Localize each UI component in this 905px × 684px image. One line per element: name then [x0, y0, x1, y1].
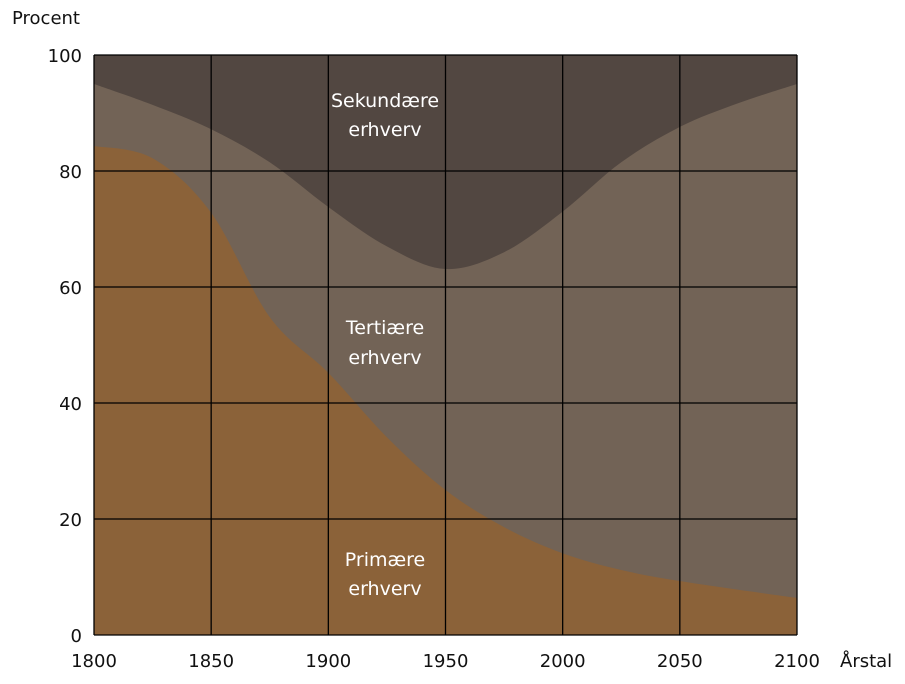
ticks: 1800 1850 1900 1950 2000 2050 2100 0 20 40 60 80 100	[48, 46, 820, 672]
y-tick-label: 80	[59, 162, 82, 183]
series-label-tertiary-2: erhverv	[348, 347, 421, 369]
series-labels: Sekundære erhverv Tertiære erhverv Primæ…	[331, 90, 439, 600]
x-tick-label: 1850	[188, 651, 234, 672]
x-tick-label: 2100	[774, 651, 820, 672]
x-tick-label: 1950	[423, 651, 469, 672]
series-label-secondary-2: erhverv	[348, 119, 421, 141]
y-tick-label: 20	[59, 510, 82, 531]
x-tick-label: 2000	[540, 651, 586, 672]
x-tick-label: 1800	[71, 651, 117, 672]
series-label-primary-2: erhverv	[348, 578, 421, 600]
y-tick-label: 40	[59, 394, 82, 415]
y-tick-label: 0	[71, 626, 82, 647]
grid	[93, 54, 798, 636]
series-label-secondary-1: Sekundære	[331, 90, 439, 112]
y-tick-label: 60	[59, 278, 82, 299]
series-label-tertiary-1: Tertiære	[345, 317, 424, 339]
x-tick-label: 2050	[657, 651, 703, 672]
x-axis-label: Årstal	[840, 650, 892, 672]
series-label-primary-1: Primære	[345, 549, 425, 571]
x-tick-label: 1900	[305, 651, 351, 672]
y-axis-label: Procent	[12, 8, 80, 29]
area-primary	[94, 146, 797, 635]
y-tick-label: 100	[48, 46, 82, 67]
